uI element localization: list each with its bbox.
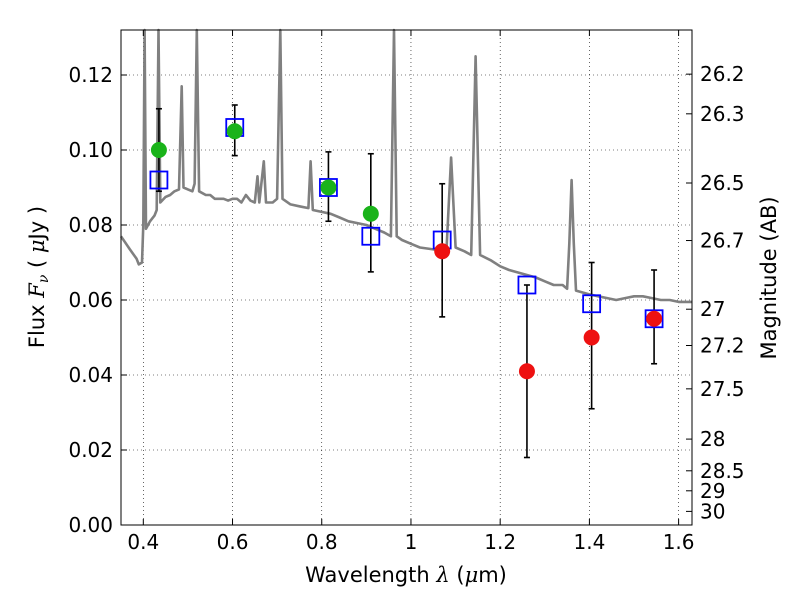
observed-points [150, 123, 663, 380]
spectrum-line [119, 28, 692, 304]
red-dot [583, 329, 600, 346]
x-tick-label: 1.4 [573, 530, 605, 554]
y2-tick-label: 27.5 [700, 377, 745, 401]
x-axis-label: Wavelength λ (μm) [305, 563, 507, 587]
red-dot [518, 363, 535, 380]
grid-lines [121, 30, 692, 526]
y2-tick-label: 26.5 [700, 171, 745, 195]
red-dot [646, 310, 663, 327]
x-tick-label: 1.2 [484, 530, 516, 554]
model-square [319, 178, 338, 197]
x-tick-label: 0.6 [217, 530, 249, 554]
y2-tick-label: 28.5 [700, 459, 745, 483]
model-photometry-points [149, 118, 664, 329]
y-axis-label: Flux Fν ( μJy ) [25, 206, 52, 348]
red-dot [434, 243, 451, 260]
y2-tick-label: 26.2 [700, 62, 745, 86]
green-dot [226, 123, 243, 140]
y2-tick-label: 30 [700, 499, 725, 523]
model-square [644, 309, 664, 329]
y2-tick-label: 27 [700, 297, 725, 321]
plot-frame [120, 29, 693, 526]
model-square [149, 170, 169, 190]
y2-tick-label: 26.3 [700, 102, 745, 126]
x-tick-label: 1.6 [663, 530, 695, 554]
y2-tick-label: 26.7 [700, 229, 745, 253]
green-dot [150, 142, 167, 158]
x-tick-labels: 0.4 0.6 0.8 1 1.2 1.4 1.6 [127, 530, 694, 554]
x-tick-label: 0.4 [127, 530, 159, 554]
y-tick-label: 0.08 [68, 213, 113, 237]
y2-tick-label: 29 [700, 479, 725, 503]
y-tick-label: 0.00 [68, 513, 113, 537]
model-spectrum [119, 28, 692, 304]
axis-ticks [121, 30, 692, 526]
model-square [517, 275, 537, 295]
y2-tick-label: 28 [700, 427, 725, 451]
y-tick-label: 0.04 [68, 363, 113, 387]
green-dot [320, 179, 337, 196]
y-tick-label: 0.10 [68, 138, 113, 162]
y-tick-label: 0.12 [68, 63, 113, 87]
y-tick-label: 0.02 [68, 438, 113, 462]
model-square [582, 294, 602, 314]
x-tick-label: 1 [405, 530, 418, 554]
green-dot [362, 205, 379, 222]
x-tick-label: 0.8 [306, 530, 338, 554]
y2-axis-label: Magnitude (AB) [757, 196, 781, 359]
y-tick-labels: 0.00 0.02 0.04 0.06 0.08 0.10 0.12 [68, 63, 113, 537]
y-tick-label: 0.06 [68, 288, 113, 312]
model-square [361, 226, 381, 246]
y2-tick-label: 27.2 [700, 334, 745, 358]
